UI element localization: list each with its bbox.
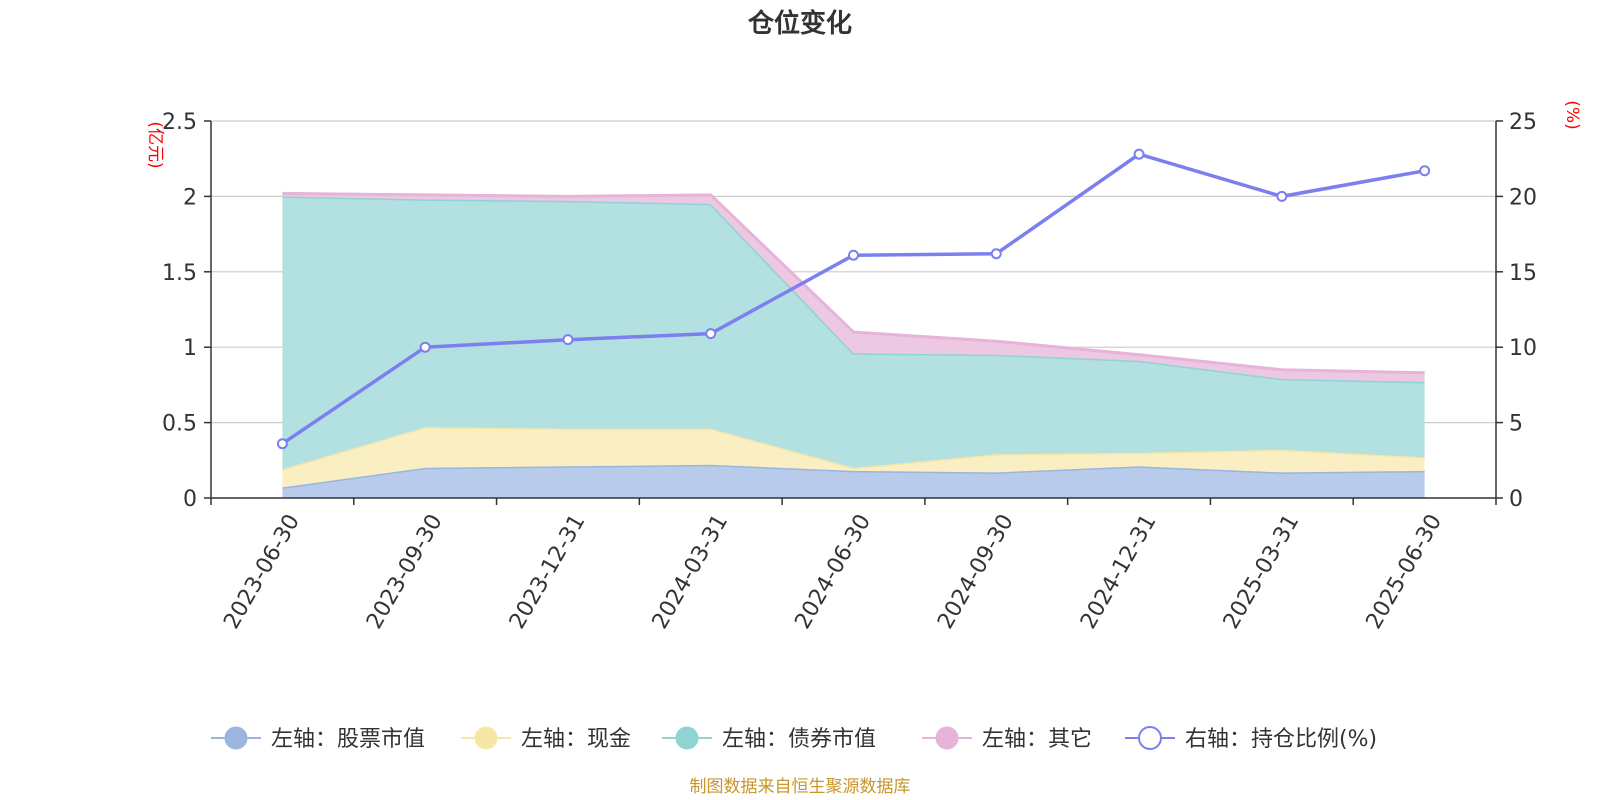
left-tick-label: 1: [183, 336, 197, 361]
right-tick-label: 25: [1509, 110, 1537, 135]
stacked-areas: [281, 191, 1425, 498]
right-tick-label: 0: [1509, 487, 1523, 512]
legend-item[interactable]: 左轴：债券市值: [662, 726, 876, 752]
cash-area: [282, 427, 1425, 488]
legend-marker-icon: [474, 726, 498, 750]
chart-title: 仓位变化: [747, 8, 852, 39]
ratio-point: [848, 249, 859, 261]
x-tick-label: 2023-06-30: [219, 510, 305, 633]
stock-area: [282, 464, 1425, 498]
x-tick-label: 2024-09-30: [933, 510, 1019, 633]
right-axis-unit: (%): [1562, 100, 1582, 129]
ratio-point: [276, 438, 288, 450]
legend-marker-icon: [1138, 726, 1162, 750]
legend-item[interactable]: 左轴：股票市值: [211, 726, 425, 752]
x-tick-label: 2024-03-31: [648, 510, 734, 633]
legend-item[interactable]: 左轴：现金: [461, 726, 631, 752]
right-tick-label: 15: [1509, 261, 1537, 286]
ratio-point: [1276, 190, 1288, 202]
x-tick-label: 2025-03-31: [1219, 510, 1305, 633]
x-tick-label: 2023-09-30: [362, 510, 448, 633]
legend: 左轴：股票市值 左轴：现金 左轴：债券市值 左轴：其它 右轴：持仓比例(%): [211, 726, 1377, 752]
legend-marker-icon: [675, 726, 699, 750]
legend-label: 左轴：其它: [982, 727, 1092, 752]
x-tick-label: 2025-06-30: [1362, 510, 1448, 633]
right-tick-label: 20: [1509, 185, 1537, 210]
legend-label: 左轴：股票市值: [271, 727, 425, 752]
x-tick-label: 2024-06-30: [790, 510, 876, 633]
bond-area: [282, 196, 1425, 470]
x-tick-label: 2023-12-31: [505, 510, 591, 633]
left-tick-label: 1.5: [162, 261, 197, 286]
other-area: [282, 193, 1425, 382]
ratio-point: [990, 248, 1002, 260]
legend-item[interactable]: 右轴：持仓比例(%): [1125, 726, 1377, 752]
legend-item[interactable]: 左轴：其它: [922, 726, 1092, 752]
legend-label: 左轴：债券市值: [722, 727, 876, 752]
legend-label: 左轴：现金: [521, 727, 631, 752]
ratio-point: [1419, 165, 1431, 177]
right-tick-label: 5: [1509, 412, 1523, 437]
legend-marker-icon: [224, 726, 248, 750]
left-tick-label: 2.5: [162, 110, 197, 135]
legend-label: 右轴：持仓比例(%): [1185, 727, 1377, 752]
left-tick-label: 0: [183, 487, 197, 512]
ratio-line: [276, 148, 1431, 450]
right-tick-label: 10: [1509, 336, 1537, 361]
x-tick-label: 2024-12-31: [1076, 510, 1162, 633]
left-tick-label: 0.5: [162, 412, 197, 437]
ratio-point: [562, 334, 574, 346]
left-axis-unit: (亿元): [145, 121, 165, 168]
ratio-point: [419, 341, 431, 353]
other-area-edge: [282, 191, 1425, 375]
legend-marker-icon: [935, 726, 959, 750]
source-note: 制图数据来自恒生聚源数据库: [690, 777, 911, 797]
ratio-point: [705, 328, 717, 340]
left-tick-label: 2: [183, 185, 197, 210]
ratio-point: [1133, 148, 1145, 160]
